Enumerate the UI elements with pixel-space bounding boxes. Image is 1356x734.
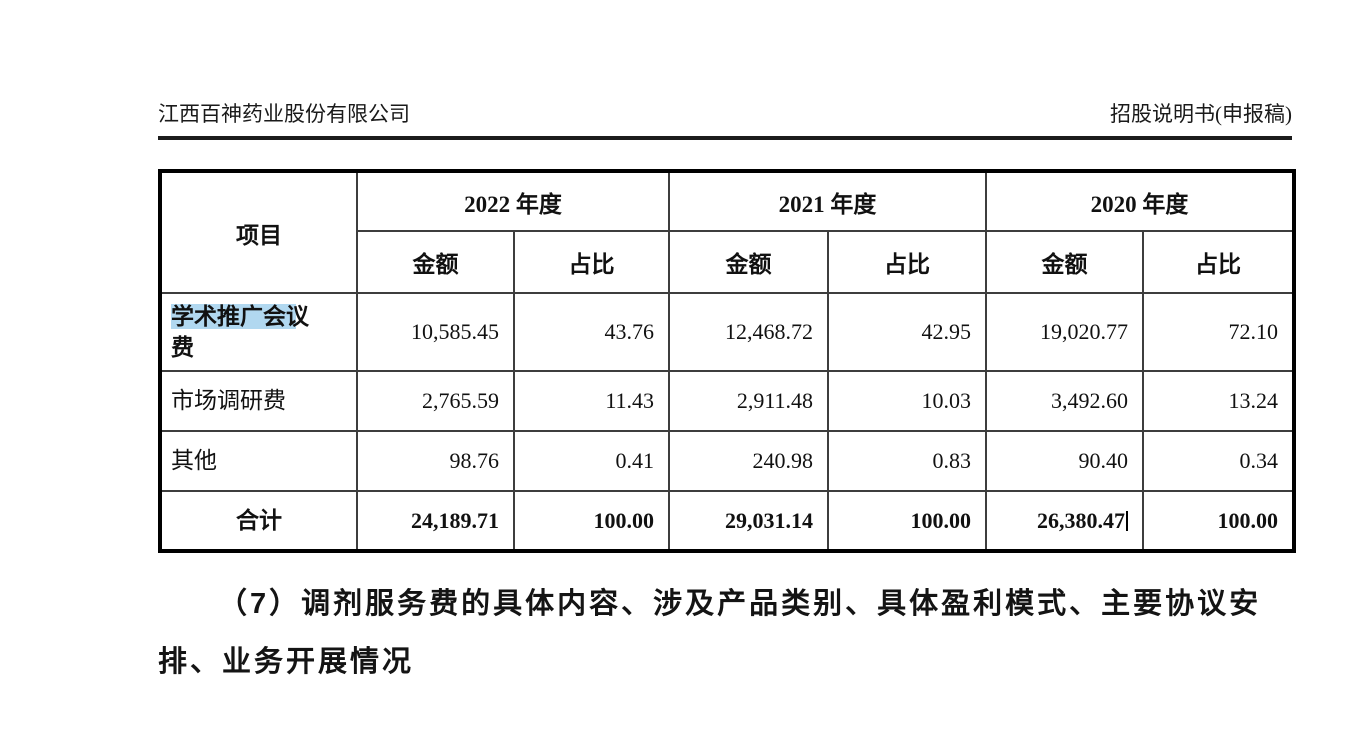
cell-2021-ratio: 42.95 bbox=[827, 292, 987, 372]
cell-2022-ratio: 0.41 bbox=[513, 430, 670, 492]
cell-2020-ratio: 72.10 bbox=[1142, 292, 1295, 372]
cell-2020-amount: 3,492.60 bbox=[985, 370, 1144, 432]
table-header-year-row: 项目 2022 年度 2021 年度 2020 年度 bbox=[159, 170, 1295, 294]
total-2020-amount-value: 26,380.47 bbox=[1037, 507, 1125, 533]
cell-2021-ratio: 10.03 bbox=[827, 370, 987, 432]
cell-total-2021-amount: 29,031.14 bbox=[668, 490, 829, 552]
text-cursor bbox=[1126, 510, 1128, 531]
row-label-academic-promotion: 学术推广会议费 bbox=[159, 292, 358, 372]
row-label-other: 其他 bbox=[159, 430, 358, 492]
cell-2020-ratio: 0.34 bbox=[1142, 430, 1295, 492]
column-header-2022: 2022 年度 bbox=[356, 170, 670, 232]
table-row-academic-promotion: 学术推广会议费 10,585.45 43.76 12,468.72 42.95 … bbox=[159, 292, 1295, 372]
table-row-total: 合计 24,189.71 100.00 29,031.14 100.00 26,… bbox=[159, 490, 1295, 552]
subheader-2022-amount: 金额 bbox=[356, 230, 515, 294]
cell-2020-amount: 19,020.77 bbox=[985, 292, 1144, 372]
cell-2021-amount: 240.98 bbox=[668, 430, 829, 492]
cell-2021-ratio: 0.83 bbox=[827, 430, 987, 492]
row-label-rest: 议 bbox=[286, 303, 309, 329]
cell-2021-amount: 2,911.48 bbox=[668, 370, 829, 432]
page-header: 江西百神药业股份有限公司 招股说明书(申报稿) bbox=[158, 98, 1292, 128]
subheader-2020-ratio: 占比 bbox=[1142, 230, 1295, 294]
cell-total-2022-ratio: 100.00 bbox=[513, 490, 670, 552]
row-label-line2: 费 bbox=[171, 335, 194, 360]
cell-2022-amount: 2,765.59 bbox=[356, 370, 515, 432]
header-divider-rule bbox=[158, 136, 1292, 140]
selection-highlight: 学术推广会 bbox=[171, 303, 296, 329]
row-label-total: 合计 bbox=[159, 490, 358, 552]
cell-2020-amount: 90.40 bbox=[985, 430, 1144, 492]
subheader-2021-amount: 金额 bbox=[668, 230, 829, 294]
document-title: 招股说明书(申报稿) bbox=[1110, 102, 1292, 126]
page-content: 江西百神药业股份有限公司 招股说明书(申报稿) 项目 2022 年度 2021 … bbox=[158, 0, 1296, 691]
subheader-2021-ratio: 占比 bbox=[827, 230, 987, 294]
row-label-market-research: 市场调研费 bbox=[159, 370, 358, 432]
table-row-market-research: 市场调研费 2,765.59 11.43 2,911.48 10.03 3,49… bbox=[159, 370, 1295, 432]
column-header-item: 项目 bbox=[159, 170, 358, 294]
cell-2022-amount: 98.76 bbox=[356, 430, 515, 492]
section-heading-7: （7）调剂服务费的具体内容、涉及产品类别、具体盈利模式、主要协议安排、业务开展情… bbox=[158, 588, 1262, 678]
cell-total-2021-ratio: 100.00 bbox=[827, 490, 987, 552]
subheader-2022-ratio: 占比 bbox=[513, 230, 670, 294]
cell-total-2022-amount: 24,189.71 bbox=[356, 490, 515, 552]
cell-2020-ratio: 13.24 bbox=[1142, 370, 1295, 432]
cell-total-2020-ratio: 100.00 bbox=[1142, 490, 1295, 552]
table-header-sub-row: 金额 占比 金额 占比 金额 占比 bbox=[160, 230, 1295, 294]
cell-total-2020-amount: 26,380.47 bbox=[985, 490, 1144, 552]
cell-2021-amount: 12,468.72 bbox=[668, 292, 829, 372]
column-header-2021: 2021 年度 bbox=[668, 170, 987, 232]
expense-breakdown-table: 项目 2022 年度 2021 年度 2020 年度 金额 占比 金额 占比 金… bbox=[158, 169, 1296, 553]
table-row-other: 其他 98.76 0.41 240.98 0.83 90.40 0.34 bbox=[159, 430, 1295, 492]
cell-2022-amount: 10,585.45 bbox=[356, 292, 515, 372]
column-header-2020: 2020 年度 bbox=[985, 170, 1295, 232]
cell-2022-ratio: 11.43 bbox=[513, 370, 670, 432]
cell-2022-ratio: 43.76 bbox=[513, 292, 670, 372]
subheader-2020-amount: 金额 bbox=[985, 230, 1144, 294]
company-name: 江西百神药业股份有限公司 bbox=[158, 102, 410, 126]
